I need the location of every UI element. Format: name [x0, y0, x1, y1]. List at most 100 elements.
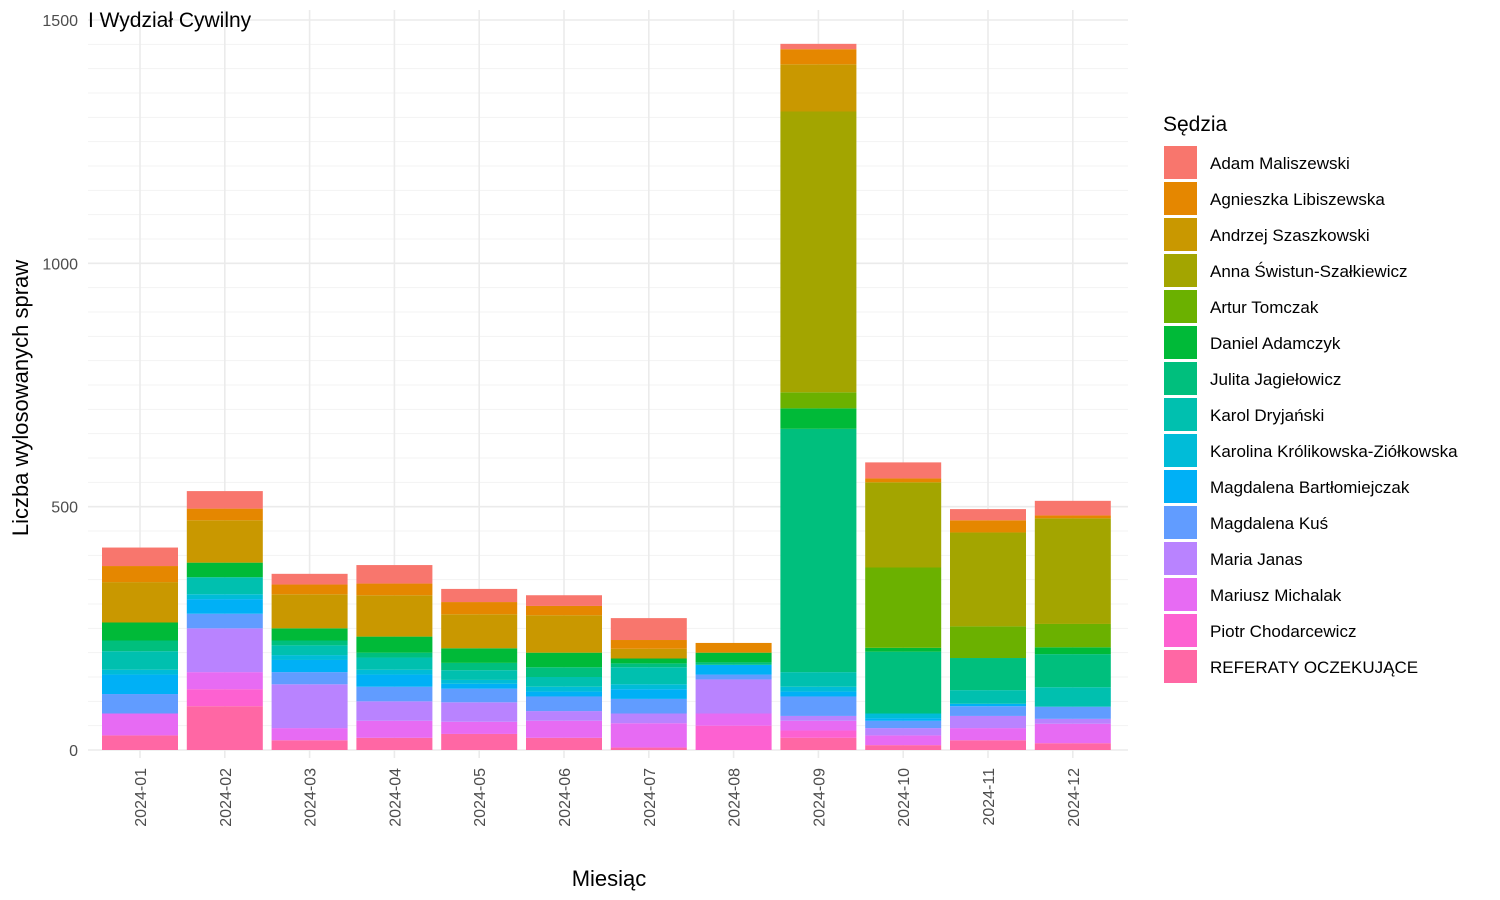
bar-segment	[610, 684, 687, 690]
bar-segment	[441, 648, 518, 663]
bar-segment	[780, 43, 857, 50]
legend: Sędzia Adam Maliszewski Agnieszka Libisze…	[1163, 113, 1458, 683]
bar-segment	[356, 720, 433, 738]
bar-segment	[186, 706, 263, 750]
bar-segment	[441, 679, 518, 684]
bar-segment	[271, 573, 348, 585]
legend-label: Andrzej Szaszkowski	[1210, 226, 1370, 245]
bar-segment	[1034, 515, 1111, 519]
bar-segment	[271, 594, 348, 629]
bar-segment	[186, 613, 263, 629]
bar-segment	[102, 669, 178, 675]
legend-swatch	[1164, 182, 1197, 215]
legend-swatch	[1164, 254, 1197, 287]
bar-segment	[610, 648, 687, 659]
bar-segment	[441, 702, 518, 722]
bar-segment	[950, 520, 1026, 533]
bar-segment	[526, 737, 602, 750]
bar-segment	[356, 595, 433, 637]
bar-segment	[950, 703, 1026, 707]
legend-label: Maria Janas	[1210, 550, 1303, 569]
bar-segment	[102, 674, 178, 695]
bar-segment	[102, 735, 178, 750]
bar-segment	[356, 737, 433, 750]
legend-title: Sędzia	[1163, 113, 1228, 136]
bar-segment	[102, 713, 178, 736]
bar-segment	[950, 509, 1026, 521]
bar-segment	[695, 662, 772, 665]
legend-label: Adam Maliszewski	[1210, 154, 1350, 173]
x-axis-title: Miesiąc	[572, 866, 647, 891]
bar-segment	[865, 567, 942, 648]
bar-segment	[610, 723, 687, 748]
x-tick-label: 2024-05	[472, 768, 489, 827]
legend-swatch	[1164, 578, 1197, 611]
bar-segment	[271, 645, 348, 656]
bar-segment	[526, 615, 602, 653]
bar-segment	[1034, 718, 1111, 724]
bar-segment	[1034, 687, 1111, 707]
bar-segment	[102, 651, 178, 670]
y-tick-label: 1000	[42, 256, 78, 273]
bar-segment	[102, 566, 178, 583]
bar-segment	[865, 735, 942, 746]
bar-segment	[865, 718, 942, 721]
bar-segment	[356, 701, 433, 721]
legend-label: Karol Dryjański	[1210, 406, 1324, 425]
x-tick-label: 2024-06	[557, 768, 574, 827]
bar-segment	[356, 636, 433, 653]
y-tick-label: 0	[69, 743, 78, 760]
bar-segment	[780, 715, 857, 721]
bar-segment	[1034, 623, 1111, 648]
legend-swatch	[1164, 650, 1197, 683]
bar-segment	[780, 408, 857, 429]
legend-swatch	[1164, 470, 1197, 503]
legend-swatch	[1164, 326, 1197, 359]
bar-segment	[441, 733, 518, 750]
bar-segment	[356, 652, 433, 658]
bar-segment	[865, 462, 942, 479]
bar-segment	[526, 677, 602, 687]
bar-segment	[610, 689, 687, 699]
x-tick-label: 2024-10	[896, 768, 913, 827]
x-tick-label: 2024-01	[133, 768, 150, 827]
legend-label: Magdalena Bartłomiejczak	[1210, 478, 1410, 497]
bar-segment	[780, 672, 857, 687]
bar-segment	[780, 730, 857, 738]
chart-title: I Wydział Cywilny	[88, 9, 252, 32]
x-tick-label: 2024-09	[811, 768, 828, 827]
bar-segment	[695, 679, 772, 714]
bar-segment	[356, 657, 433, 670]
bar-segment	[695, 725, 772, 750]
legend-swatch	[1164, 542, 1197, 575]
bar-segment	[610, 698, 687, 714]
bar-segment	[610, 658, 687, 664]
x-tick-label: 2024-04	[387, 768, 404, 827]
bar-segment	[610, 618, 687, 641]
bar-segment	[186, 508, 263, 521]
x-tick-label: 2024-07	[642, 768, 659, 827]
bar-segment	[526, 652, 602, 668]
bar-segment	[1034, 743, 1111, 750]
bar-segment	[526, 686, 602, 692]
bar-segment	[271, 728, 348, 741]
bar-segment	[356, 686, 433, 702]
x-tick-label: 2024-08	[727, 768, 744, 827]
bar-segment	[610, 663, 687, 668]
legend-swatch	[1164, 218, 1197, 251]
y-tick-label: 1500	[42, 13, 78, 30]
bar-segment	[780, 428, 857, 673]
bar-segment	[102, 582, 178, 623]
bar-segment	[1034, 518, 1111, 624]
bar-segment	[865, 745, 942, 750]
bar-segment	[441, 670, 518, 680]
legend-swatch	[1164, 434, 1197, 467]
bar-segment	[865, 478, 942, 483]
bar-segment	[695, 642, 772, 653]
bar-segment	[865, 728, 942, 736]
bar-segment	[271, 684, 348, 729]
legend-swatch	[1164, 398, 1197, 431]
bar-segment	[780, 691, 857, 697]
bar-segment	[780, 392, 857, 409]
bar-segment	[526, 667, 602, 677]
